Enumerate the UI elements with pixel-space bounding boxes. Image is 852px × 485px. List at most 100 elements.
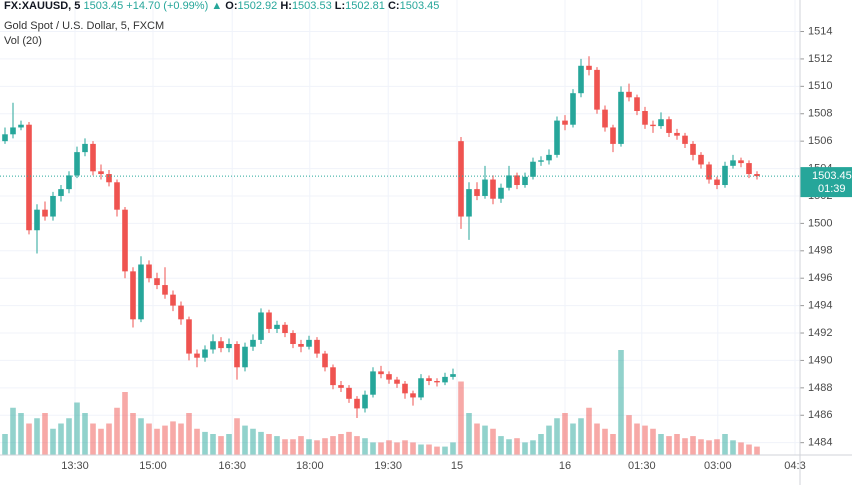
volume-bar xyxy=(122,392,128,455)
volume-bar xyxy=(202,431,208,455)
candle-body xyxy=(306,339,312,347)
volume-bar xyxy=(154,428,160,455)
candle-body xyxy=(474,189,480,196)
candle-body xyxy=(10,127,16,135)
candle-body xyxy=(98,171,104,175)
candle-body xyxy=(610,127,616,144)
candle-body xyxy=(594,69,600,110)
volume-bar xyxy=(410,442,416,455)
volume-bar xyxy=(458,381,464,455)
candle-body xyxy=(650,124,656,127)
candle-body xyxy=(138,264,144,320)
candle-body xyxy=(314,339,320,354)
candle-body xyxy=(554,120,560,155)
candle-body xyxy=(274,324,280,329)
candle-body xyxy=(122,209,128,272)
candle-body xyxy=(82,143,88,153)
o: 1502.92 xyxy=(237,0,278,12)
volume-bar xyxy=(754,446,760,455)
candle-body xyxy=(682,135,688,144)
volume-bar xyxy=(66,418,72,455)
volume-bar xyxy=(610,434,616,455)
candle-body xyxy=(194,353,200,358)
candle-body xyxy=(434,380,440,383)
candle-body xyxy=(730,160,736,166)
x-tick-label: 03:00 xyxy=(704,460,732,472)
volume-bar xyxy=(162,425,168,455)
y-tick-label: 1514 xyxy=(808,25,832,37)
volume-bar xyxy=(178,423,184,455)
last-price-box xyxy=(800,167,852,198)
h-label: H: xyxy=(280,0,292,12)
candle-body xyxy=(210,341,216,350)
volume-bar xyxy=(378,442,384,455)
candle-body xyxy=(50,195,56,217)
candle-body xyxy=(338,385,344,388)
volume-bar xyxy=(666,436,672,455)
volume-bar xyxy=(306,439,312,455)
candle-body xyxy=(282,324,288,334)
volume-bar xyxy=(338,434,344,455)
x-tick-label: 16 xyxy=(559,460,571,472)
candle-body xyxy=(466,189,472,217)
x-tick-label: 15:00 xyxy=(139,460,167,472)
y-tick-label: 1494 xyxy=(808,300,832,312)
candle-body xyxy=(154,278,160,286)
volume-bar xyxy=(426,444,432,455)
candle-body xyxy=(34,209,40,231)
volume-bar xyxy=(506,439,512,455)
c-label: C: xyxy=(387,0,400,12)
candle-body xyxy=(66,175,72,190)
volume-bar xyxy=(490,428,496,455)
candle-body xyxy=(546,154,552,161)
volume-bar xyxy=(650,428,656,455)
candle-body xyxy=(42,209,48,217)
countdown: 01:39 xyxy=(818,183,846,195)
last-price-label: 1503.45 xyxy=(812,170,852,182)
candle-body xyxy=(234,343,240,368)
volume-bar xyxy=(450,442,456,455)
candle-body xyxy=(226,343,232,349)
o-label: O: xyxy=(225,0,238,12)
volume-bar xyxy=(114,407,120,455)
volume-bar xyxy=(554,418,560,455)
candle-body xyxy=(146,264,152,279)
volume-bar xyxy=(466,413,472,455)
volume-bar xyxy=(522,442,528,455)
volume-bar xyxy=(42,413,48,455)
volume-bar xyxy=(170,421,176,455)
volume-bar xyxy=(258,431,264,455)
volume-bar xyxy=(674,434,680,455)
volume-bar xyxy=(402,440,408,455)
candle-body xyxy=(26,124,32,231)
candle-body xyxy=(218,341,224,349)
volume-bar xyxy=(474,423,480,455)
candle-body xyxy=(658,119,664,127)
y-tick-label: 1510 xyxy=(808,80,832,92)
volume-bar xyxy=(10,407,16,455)
volume-bar xyxy=(370,442,376,455)
candle-body xyxy=(74,152,80,176)
volume-bar xyxy=(394,442,400,455)
volume-bar xyxy=(434,446,440,455)
volume-bar xyxy=(714,439,720,455)
volume-bar xyxy=(58,423,64,455)
candle-body xyxy=(58,189,64,196)
candle-body xyxy=(698,154,704,165)
volume-bar xyxy=(722,434,728,455)
candle-body xyxy=(290,333,296,344)
y-tick-label: 1512 xyxy=(808,53,832,65)
y-tick-label: 1492 xyxy=(808,327,832,339)
candle-body xyxy=(266,312,272,329)
volume-bar xyxy=(578,418,584,455)
candle-body xyxy=(114,182,120,210)
candle-body xyxy=(618,91,624,144)
candle-body xyxy=(258,312,264,340)
volume-bar xyxy=(706,440,712,455)
l: 1502.81 xyxy=(345,0,385,12)
y-tick-label: 1508 xyxy=(808,108,832,120)
candle-body xyxy=(394,379,400,384)
candle-body xyxy=(482,179,488,196)
volume-bar xyxy=(730,440,736,455)
